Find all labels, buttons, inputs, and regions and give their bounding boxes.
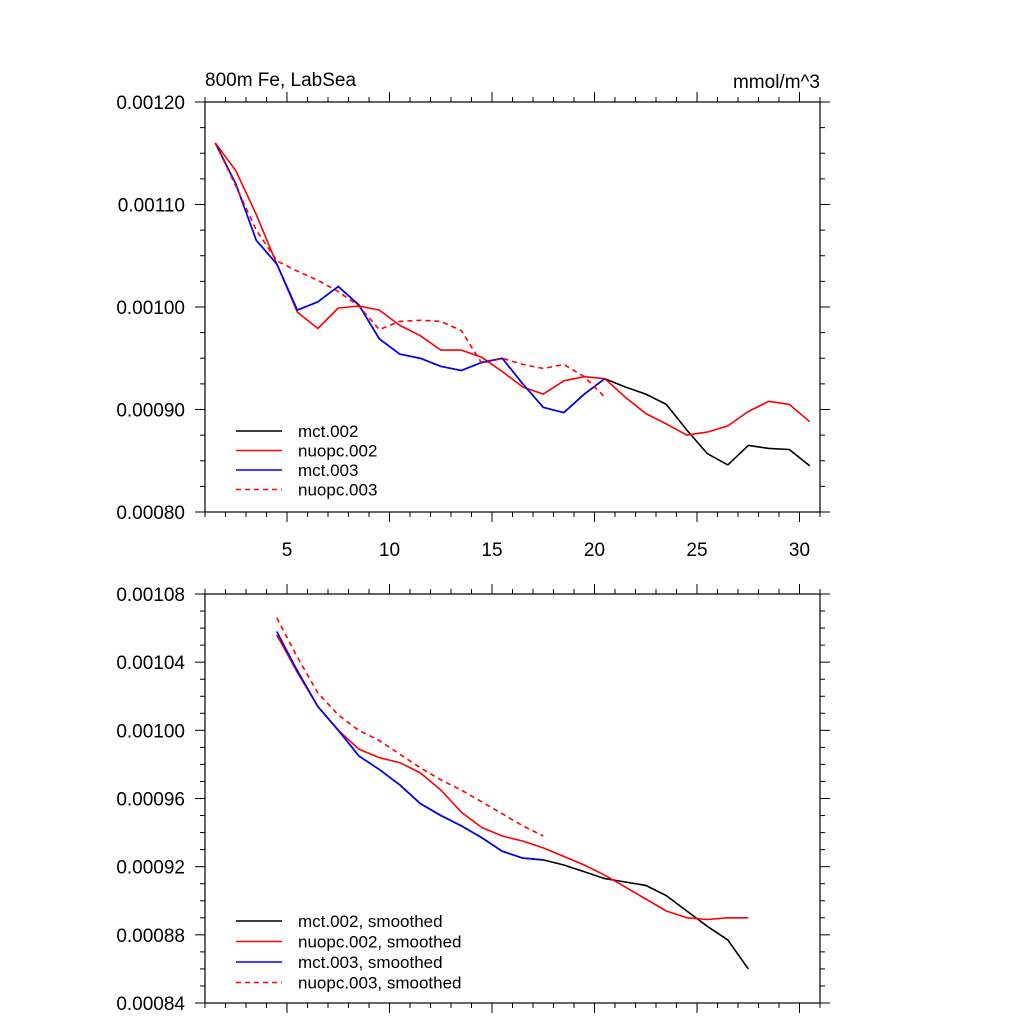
y-tick-label: 0.00110 xyxy=(118,196,185,217)
y-tick-label: 0.00084 xyxy=(116,994,185,1015)
legend-label: nuopc.002, smoothed xyxy=(298,933,462,952)
legend: mct.002, smoothed nuopc.002, smoothedmct.… xyxy=(236,912,462,993)
series-line-nuopc-002 xyxy=(214,142,811,436)
x-tick-label: 5 xyxy=(282,540,293,561)
y-tick-label: 0.00096 xyxy=(116,790,185,811)
legend-label: mct.003 xyxy=(298,461,358,480)
y-tick-label: 0.00104 xyxy=(116,653,185,674)
series-line-nuopc-002-smoothed xyxy=(276,634,749,921)
x-tick-label: 15 xyxy=(481,540,502,561)
y-tick-label: 0.00108 xyxy=(116,585,185,606)
y-tick-label: 0.00092 xyxy=(116,858,185,879)
legend-label: nuopc.003 xyxy=(298,481,377,500)
x-tick-label: 20 xyxy=(584,540,605,561)
y-tick-label: 0.00120 xyxy=(116,93,185,114)
series-line-nuopc-003-smoothed xyxy=(276,617,544,837)
x-tick-label: 10 xyxy=(379,540,400,561)
series-line-mct-003 xyxy=(214,142,606,414)
chart-title: 800m Fe, LabSea xyxy=(205,70,356,91)
chart-panel-1: 0.00080 0.00090 0.00100 0.00110 0.00120 5 10 15… xyxy=(116,70,830,561)
y-tick-label: 0.00088 xyxy=(116,926,185,947)
y-tick-label: 0.00080 xyxy=(116,503,185,524)
y-tick-label: 0.00100 xyxy=(116,298,185,319)
legend-label: nuopc.002 xyxy=(298,442,377,461)
legend-label: mct.003, smoothed xyxy=(298,953,443,972)
y-tick-label: 0.00100 xyxy=(116,721,185,742)
x-tick-label: 25 xyxy=(686,540,707,561)
legend-label: nuopc.003, smoothed xyxy=(298,974,462,993)
legend-label: mct.002 xyxy=(298,422,358,441)
chart-units: mmol/m^3 xyxy=(733,72,820,93)
legend-label: mct.002, smoothed xyxy=(298,912,443,931)
x-tick-label: 30 xyxy=(789,540,810,561)
y-tick-label: 0.00090 xyxy=(116,401,185,422)
chart-panel-2: 0.00084 0.00088 0.00092 0.00096 0.00100 0.001… xyxy=(116,584,830,1015)
series-line-mct-003-smoothed xyxy=(276,631,544,861)
series-line-nuopc-003 xyxy=(214,142,606,398)
